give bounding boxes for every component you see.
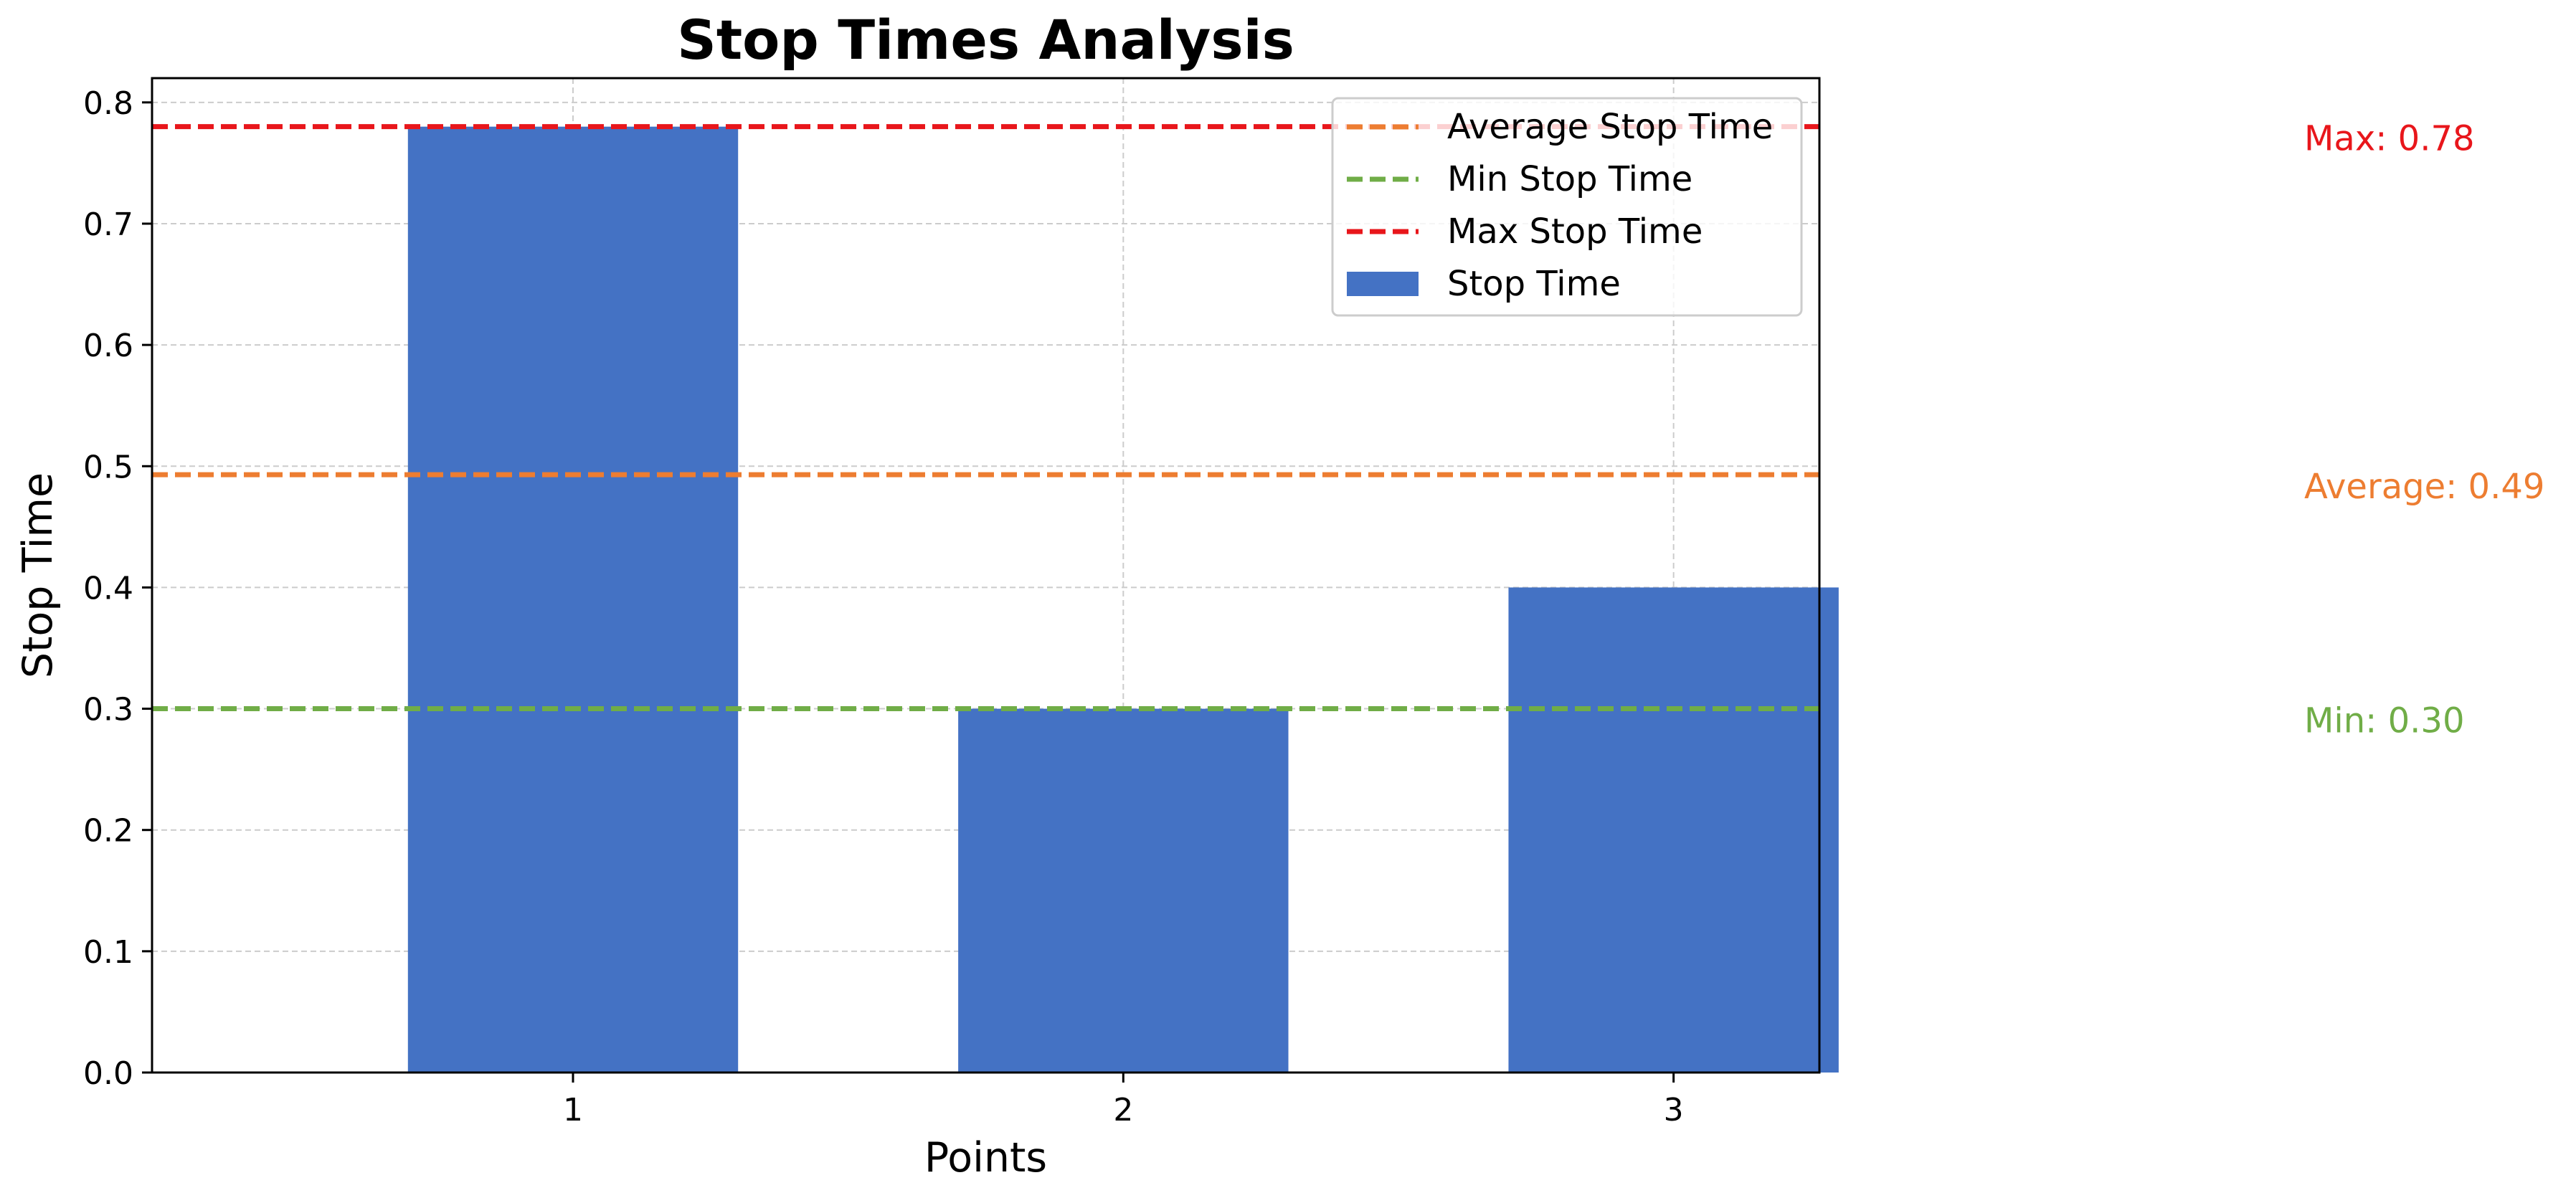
x-tick-label: 3 — [1664, 1092, 1684, 1128]
bars — [407, 126, 1839, 1073]
legend-box — [1331, 97, 1803, 317]
bar-point-3 — [1508, 587, 1839, 1073]
plot-frame — [151, 77, 1821, 1074]
y-tick-label: 0.2 — [83, 813, 133, 850]
axis-ticks: 0.0 0.1 0.2 0.3 0.4 0.5 0.6 0.7 0.8 1 2 3 — [83, 85, 1684, 1128]
y-tick-label: 0.3 — [83, 692, 133, 728]
y-tick-label: 0.1 — [83, 934, 133, 971]
y-tick-label: 0.6 — [83, 328, 133, 364]
legend: Average Stop Time Min Stop Time Max Stop T… — [1331, 97, 1803, 317]
annotation-min: Min: 0.30 — [2304, 701, 2464, 741]
legend-label: Stop Time — [1447, 264, 1621, 304]
y-tick-label: 0.0 — [83, 1055, 133, 1092]
x-tick-label: 2 — [1113, 1092, 1133, 1128]
legend-label: Average Stop Time — [1447, 107, 1773, 147]
y-tick-label: 0.5 — [83, 449, 133, 485]
y-tick-label: 0.8 — [83, 85, 133, 122]
y-tick-label: 0.7 — [83, 206, 133, 243]
x-tick-label: 1 — [563, 1092, 583, 1128]
legend-swatch — [1347, 272, 1419, 296]
y-tick-label: 0.4 — [83, 570, 133, 607]
bar-point-2 — [958, 708, 1289, 1073]
bar-point-1 — [407, 126, 739, 1073]
annotation-average: Average: 0.49 — [2304, 467, 2544, 507]
y-axis-label: Stop Time — [14, 472, 62, 678]
legend-label: Max Stop Time — [1447, 211, 1703, 252]
reference-annotations: Average: 0.49 Min: 0.30 Max: 0.78 — [2304, 119, 2544, 741]
chart-title: Stop Times Analysis — [677, 8, 1294, 72]
legend-label: Min Stop Time — [1447, 159, 1692, 199]
annotation-max: Max: 0.78 — [2304, 119, 2475, 159]
x-axis-label: Points — [924, 1134, 1047, 1181]
